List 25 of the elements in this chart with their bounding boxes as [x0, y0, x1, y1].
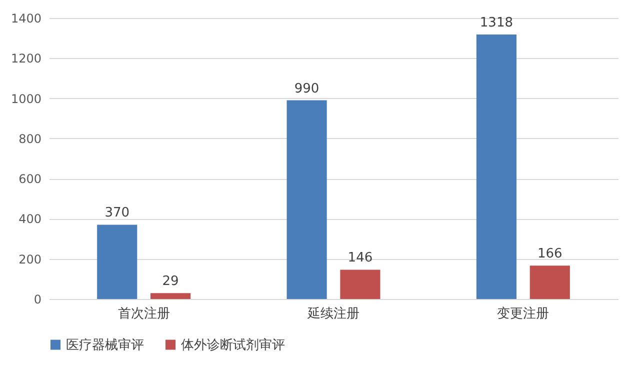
data-label: 29	[162, 274, 179, 290]
x-tick-label: 首次注册	[118, 306, 170, 322]
bar	[340, 270, 380, 299]
y-tick-label: 800	[18, 132, 42, 146]
legend-label: 体外诊断试剂审评	[181, 336, 285, 353]
data-label: 990	[294, 81, 320, 96]
data-label: 146	[348, 250, 373, 266]
bar	[286, 100, 327, 299]
bar	[97, 224, 138, 299]
data-label: 370	[104, 206, 130, 221]
bar	[150, 293, 191, 299]
y-tick-label: 600	[18, 172, 42, 186]
y-tick-label: 1400	[10, 12, 42, 26]
y-tick-label: 1000	[10, 92, 42, 106]
bar	[476, 34, 516, 299]
bar	[530, 266, 570, 299]
y-tick-label: 0	[34, 292, 42, 306]
legend-label: 医疗器械审评	[66, 336, 144, 353]
data-label: 1318	[480, 15, 513, 30]
y-tick-label: 1200	[10, 52, 42, 66]
x-tick-label: 变更注册	[497, 306, 550, 322]
x-tick-label: 延续注册	[306, 306, 360, 322]
data-label: 166	[537, 246, 562, 262]
y-tick-label: 200	[18, 252, 42, 266]
y-tick-label: 400	[18, 212, 42, 226]
